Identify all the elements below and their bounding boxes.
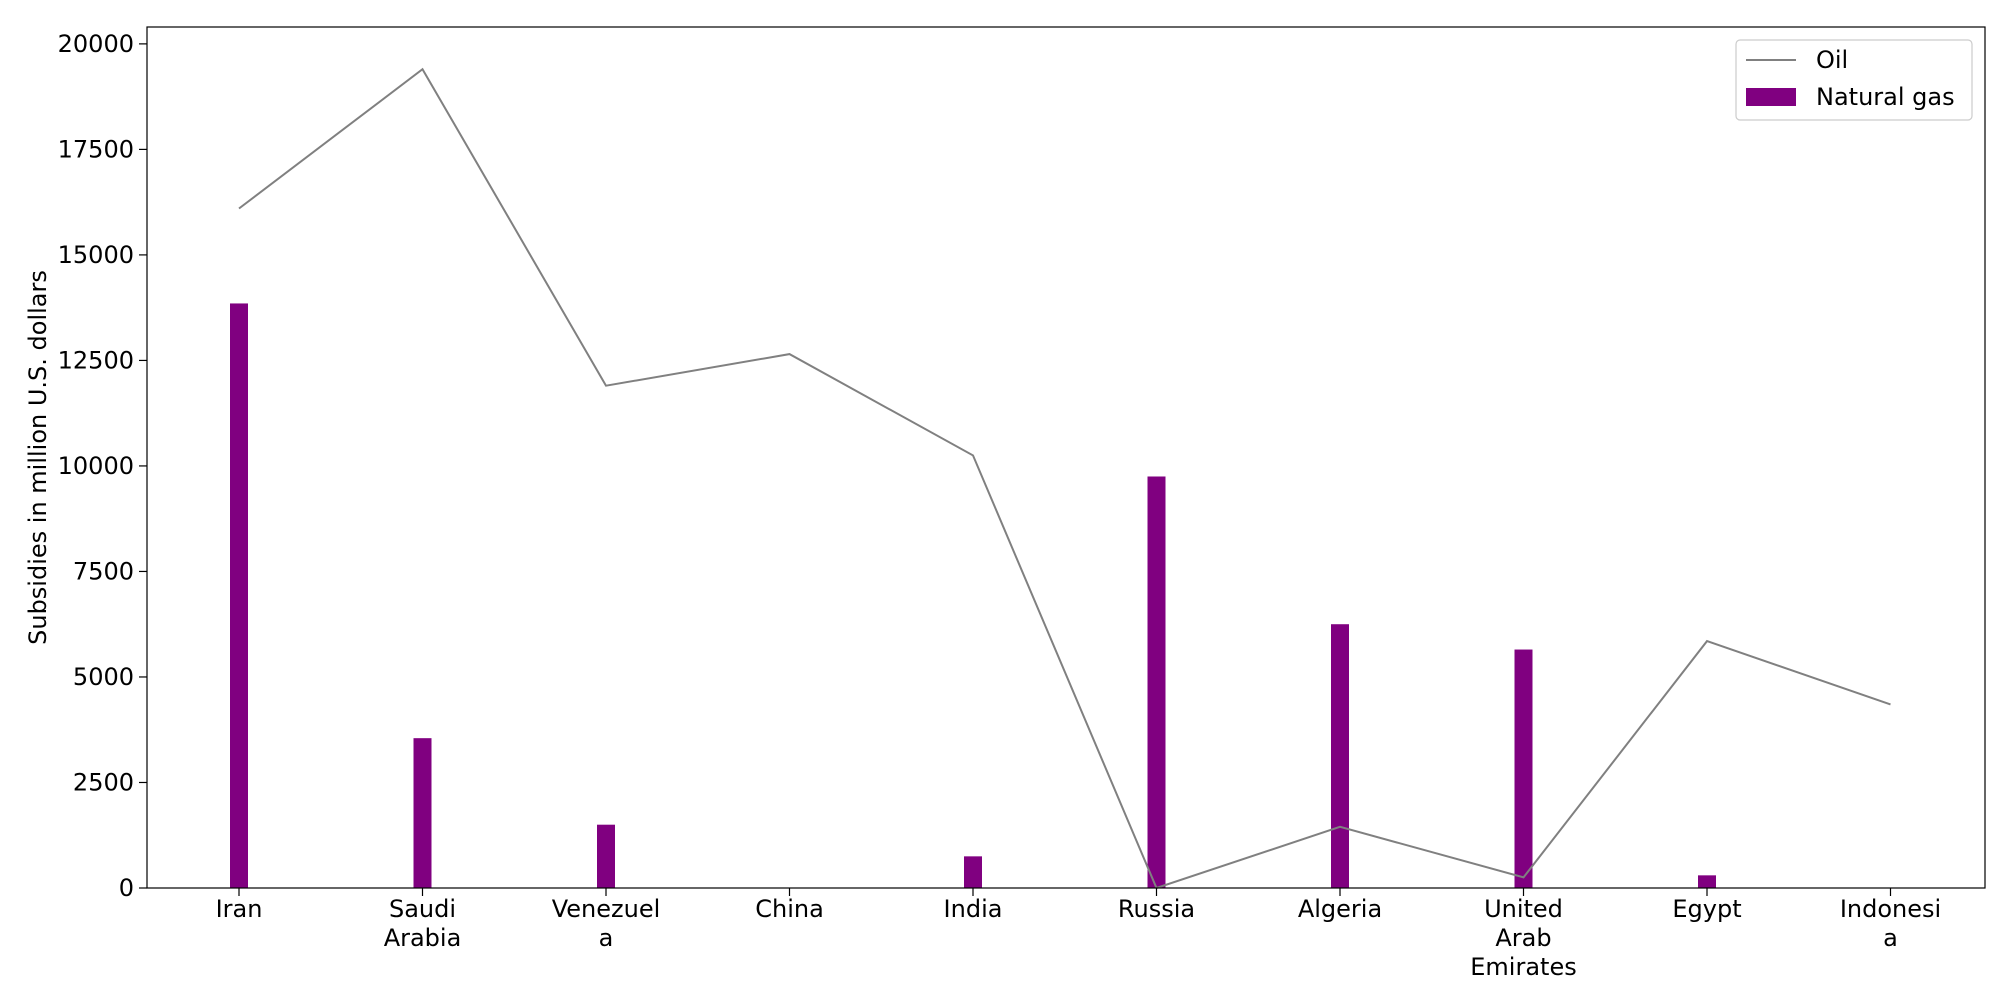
natural-gas-bar xyxy=(1514,649,1533,888)
natural-gas-bar xyxy=(1331,624,1349,888)
legend-natural-gas-swatch xyxy=(1746,88,1796,106)
natural-gas-bar xyxy=(1698,875,1716,888)
oil-line xyxy=(238,67,1891,890)
natural-gas-bar xyxy=(230,303,248,889)
y-tick-label: 17500 xyxy=(58,135,134,163)
legend-oil-label: Oil xyxy=(1816,46,1848,74)
x-tick-label: Saudi Arabia xyxy=(384,895,462,952)
x-tick-label: Egypt xyxy=(1672,895,1741,923)
x-tick-label: India xyxy=(944,895,1003,923)
x-tick-label: Iran xyxy=(216,895,263,923)
x-tick-label: Algeria xyxy=(1298,895,1382,923)
x-tick-label: China xyxy=(755,895,824,923)
natural-gas-bar xyxy=(1147,476,1166,888)
y-tick-label: 7500 xyxy=(73,557,134,585)
y-tick-label: 12500 xyxy=(58,346,134,374)
bar-group xyxy=(230,303,1716,889)
y-tick-label: 0 xyxy=(119,874,134,902)
y-tick-label: 5000 xyxy=(73,663,134,691)
y-tick-label: 2500 xyxy=(73,768,134,796)
legend: Oil Natural gas xyxy=(1735,39,1973,121)
natural-gas-bar xyxy=(964,856,982,888)
x-tick-label: Indonesi a xyxy=(1840,895,1941,952)
legend-natural-gas-label: Natural gas xyxy=(1816,83,1955,111)
x-tick-label: Venezuel a xyxy=(552,895,661,952)
plot-frame xyxy=(146,26,1986,889)
line-group xyxy=(238,67,1891,890)
x-tick-label: Russia xyxy=(1118,895,1195,923)
natural-gas-bar xyxy=(413,738,432,888)
x-tick-label: United Arab Emirates xyxy=(1470,895,1576,981)
axes: 0 2500 5000 7500 10000 12500 15000 17500 20000 Ir… xyxy=(24,26,1986,981)
y-tick-label: 15000 xyxy=(58,241,134,269)
natural-gas-bar xyxy=(597,824,615,888)
y-tick-label: 10000 xyxy=(58,452,134,480)
y-axis-title: Subsidies in million U.S. dollars xyxy=(24,270,52,645)
y-tick-label: 20000 xyxy=(58,30,134,58)
